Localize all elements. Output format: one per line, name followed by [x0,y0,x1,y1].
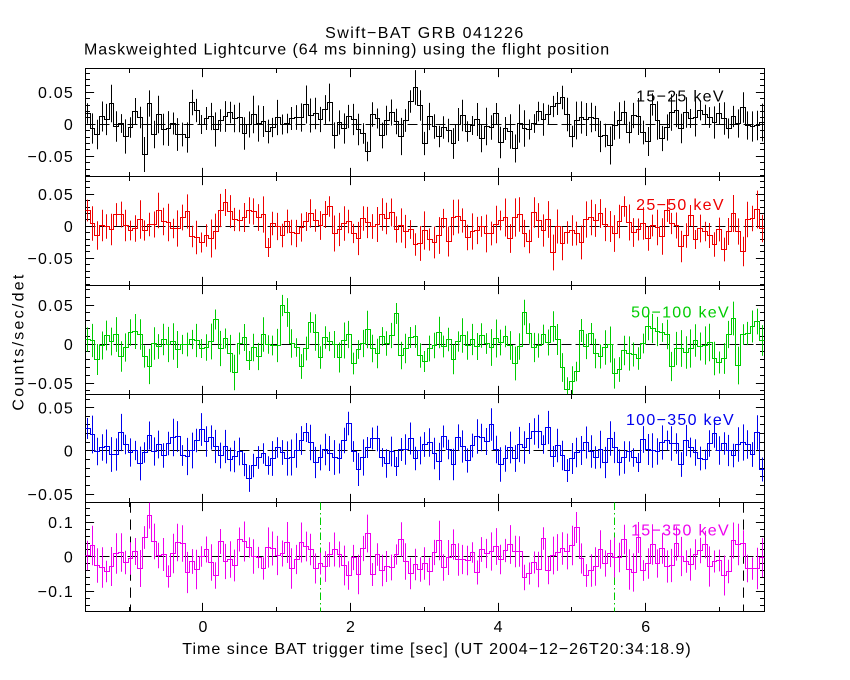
svg-text:25−50 keV: 25−50 keV [636,197,725,214]
svg-text:0: 0 [64,337,74,354]
svg-text:0: 0 [64,219,74,236]
svg-text:100−350 keV: 100−350 keV [626,412,735,429]
svg-text:0.05: 0.05 [38,187,74,204]
svg-text:Time since BAT trigger time [s: Time since BAT trigger time [sec] (UT 20… [182,641,691,658]
svg-text:Maskweighted Lightcurve (64 ms: Maskweighted Lightcurve (64 ms binning) … [84,41,610,58]
svg-text:0: 0 [64,444,74,461]
svg-text:2: 2 [346,619,355,636]
svg-text:0: 0 [64,550,74,567]
svg-text:4: 4 [494,619,503,636]
svg-text:0.05: 0.05 [38,401,74,418]
svg-text:−0.05: −0.05 [28,376,74,393]
svg-text:Swift−BAT GRB 041226: Swift−BAT GRB 041226 [325,25,525,42]
svg-text:−0.05: −0.05 [28,149,74,166]
svg-text:0.05: 0.05 [38,85,74,102]
svg-text:−0.05: −0.05 [28,487,74,504]
svg-text:0.05: 0.05 [38,298,74,315]
svg-text:6: 6 [641,619,650,636]
svg-text:−0.05: −0.05 [28,251,74,268]
svg-text:15−25 keV: 15−25 keV [636,88,725,105]
svg-text:Counts/sec/det: Counts/sec/det [10,272,27,410]
svg-text:0: 0 [64,117,74,134]
svg-text:0.1: 0.1 [48,515,74,532]
svg-text:−0.1: −0.1 [38,584,74,601]
svg-text:15−350 keV: 15−350 keV [631,522,730,539]
svg-text:50−100 keV: 50−100 keV [631,304,730,321]
svg-text:0: 0 [198,619,207,636]
